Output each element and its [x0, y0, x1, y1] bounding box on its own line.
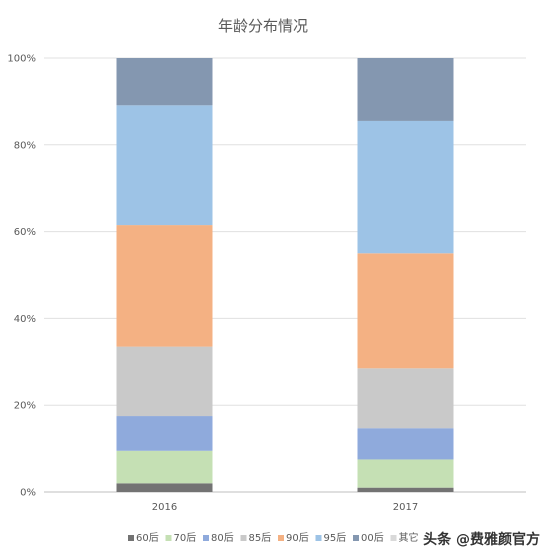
bar-segment	[116, 416, 213, 451]
y-tick-label: 40%	[14, 314, 36, 325]
y-tick-label: 100%	[7, 54, 36, 65]
bar-segment	[357, 428, 454, 460]
bar-segment	[357, 487, 454, 492]
watermark-text: 头条 @费雅颜官方	[423, 531, 540, 548]
legend-swatch	[353, 535, 359, 541]
legend-label: 95后	[324, 532, 347, 544]
legend-label: 70后	[174, 532, 197, 544]
legend-label: 90后	[286, 532, 309, 544]
bar-segment	[357, 253, 454, 369]
y-tick-label: 0%	[20, 488, 36, 499]
x-tick-label: 2016	[152, 502, 177, 513]
legend-swatch	[165, 535, 172, 541]
y-tick-label: 80%	[14, 140, 36, 151]
bar-segment	[116, 450, 213, 484]
legend-swatch	[240, 535, 247, 541]
legend-swatch	[128, 535, 134, 541]
legend-label: 80后	[211, 532, 234, 544]
bars	[116, 58, 454, 492]
y-tick-label: 20%	[14, 401, 36, 412]
legend-swatch	[315, 535, 322, 541]
bar-segment	[357, 120, 454, 254]
bar-segment	[116, 483, 213, 492]
x-tick-label: 2017	[393, 502, 418, 513]
chart-title: 年龄分布情况	[218, 17, 308, 35]
bar-segment	[357, 459, 454, 488]
y-tick-label: 60%	[14, 227, 36, 238]
legend-label: 85后	[249, 532, 272, 544]
bar-segment	[357, 368, 454, 429]
legend-label: 其它	[399, 531, 419, 544]
bar-segment	[357, 58, 454, 121]
bar-segment	[116, 225, 213, 347]
gridlines	[44, 57, 526, 493]
bar-segment	[116, 58, 213, 106]
y-axis-tick-labels: 0% 20% 40% 60% 80% 100%	[7, 54, 36, 499]
legend-label: 00后	[361, 532, 384, 544]
legend: 60后 70后 80后 85后 90后 95后 00后 其它	[128, 531, 419, 544]
legend-label: 60后	[136, 532, 159, 544]
legend-swatch	[278, 535, 284, 541]
legend-swatch	[203, 535, 209, 541]
legend-swatch	[390, 535, 397, 541]
x-axis-tick-labels: 2016 2017	[152, 502, 418, 513]
bar-segment	[116, 346, 213, 417]
bar-segment	[116, 105, 213, 226]
